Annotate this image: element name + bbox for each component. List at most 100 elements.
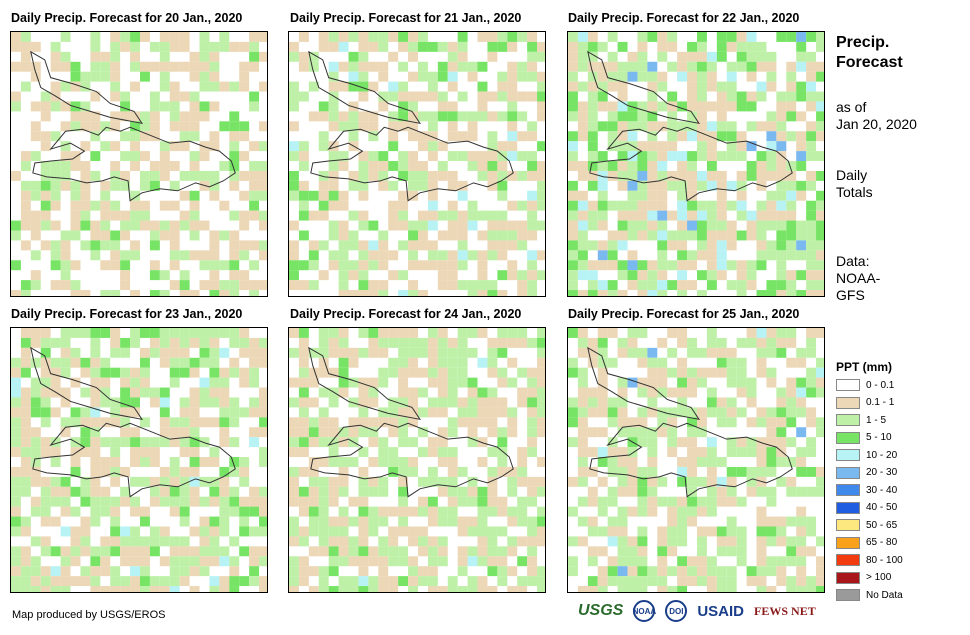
precip-cell: [308, 516, 319, 527]
precip-cell: [328, 546, 339, 557]
precip-cell: [139, 367, 150, 378]
precip-cell: [20, 190, 31, 201]
precip-cell: [447, 260, 458, 271]
precip-cell: [318, 357, 329, 368]
precip-cell: [139, 437, 150, 448]
precip-cell: [199, 377, 210, 388]
precip-cell: [378, 556, 389, 567]
precip-cell: [746, 260, 757, 271]
precip-cell: [189, 397, 200, 408]
precip-cell: [90, 407, 101, 418]
precip-cell: [50, 337, 61, 348]
precip-cell: [189, 337, 200, 348]
precip-cell: [568, 357, 578, 368]
precip-cell: [776, 387, 787, 398]
precip-cell: [587, 387, 598, 398]
precip-cell: [696, 496, 707, 507]
precip-cell: [130, 367, 140, 378]
precip-cell: [816, 576, 824, 587]
precip-cell: [627, 131, 638, 142]
precip-cell: [726, 121, 737, 132]
precip-cell: [607, 457, 618, 467]
precip-cell: [457, 61, 468, 72]
precip-cell: [259, 526, 267, 537]
precip-cell: [110, 457, 121, 467]
precip-cell: [487, 387, 498, 398]
precip-cell: [796, 556, 807, 567]
precip-cell: [159, 290, 170, 296]
precip-cell: [318, 526, 329, 537]
precip-cell: [179, 496, 190, 507]
precip-cell: [139, 387, 150, 398]
precip-cell: [806, 91, 817, 102]
precip-cell: [587, 526, 598, 537]
precip-cell: [110, 466, 121, 477]
precip-cell: [239, 151, 250, 162]
precip-cell: [139, 417, 150, 428]
precip-cell: [437, 437, 448, 448]
precip-cell: [139, 377, 150, 388]
precip-cell: [667, 91, 678, 102]
precip-cell: [328, 516, 339, 527]
precip-cell: [746, 91, 757, 102]
precip-cell: [796, 32, 807, 42]
precip-cell: [447, 250, 458, 261]
precip-cell: [199, 437, 210, 448]
precip-cell: [11, 91, 21, 102]
precip-cell: [726, 81, 737, 92]
precip-cell: [249, 290, 260, 296]
precip-cell: [100, 536, 111, 547]
precip-cell: [816, 367, 824, 378]
precip-cell: [139, 546, 150, 557]
precip-cell: [90, 496, 101, 507]
precip-cell: [110, 240, 121, 251]
precip-cell: [159, 397, 170, 408]
precip-cell: [388, 111, 399, 122]
precip-cell: [249, 51, 260, 62]
precip-cell: [587, 586, 598, 592]
precip-cell: [130, 141, 140, 152]
precip-cell: [368, 151, 379, 162]
precip-cell: [199, 347, 210, 358]
precip-cell: [687, 387, 697, 398]
precip-cell: [796, 447, 807, 458]
precip-cell: [100, 220, 111, 231]
precip-cell: [249, 526, 260, 537]
precip-cell: [70, 190, 81, 201]
precip-cell: [179, 190, 190, 201]
precip-cell: [100, 328, 111, 338]
precip-cell: [159, 161, 170, 171]
precip-cell: [786, 111, 797, 122]
precip-cell: [527, 200, 538, 211]
precip-cell: [746, 337, 757, 348]
precip-cell: [189, 407, 200, 418]
precip-cell: [627, 347, 638, 358]
panel-title-3: Daily Precip. Forecast for 22 Jan., 2020: [568, 11, 800, 25]
precip-cell: [776, 190, 787, 201]
precip-cell: [637, 111, 648, 122]
precip-cell: [328, 180, 339, 191]
precip-cell: [766, 427, 777, 438]
precip-cell: [497, 230, 508, 241]
precip-cell: [437, 280, 448, 291]
precip-cell: [398, 437, 409, 448]
precip-cell: [597, 546, 608, 557]
precip-cell: [378, 250, 389, 261]
precip-cell: [338, 357, 349, 368]
legend-label: 1 - 5: [866, 414, 887, 426]
precip-cell: [199, 111, 210, 122]
precip-cell: [249, 91, 260, 102]
precip-cell: [80, 121, 91, 132]
precip-cell: [568, 151, 578, 162]
precip-cell: [110, 41, 121, 52]
precip-cell: [587, 111, 598, 122]
precip-cell: [338, 347, 349, 358]
precip-cell: [667, 230, 678, 241]
precip-cell: [130, 586, 140, 592]
precip-cell: [328, 121, 339, 132]
legend-swatch: [836, 484, 860, 496]
precip-cell: [169, 506, 180, 517]
panel-title-4: Daily Precip. Forecast for 23 Jan., 2020: [11, 307, 243, 321]
precip-cell: [497, 240, 508, 251]
precip-cell: [746, 61, 757, 72]
